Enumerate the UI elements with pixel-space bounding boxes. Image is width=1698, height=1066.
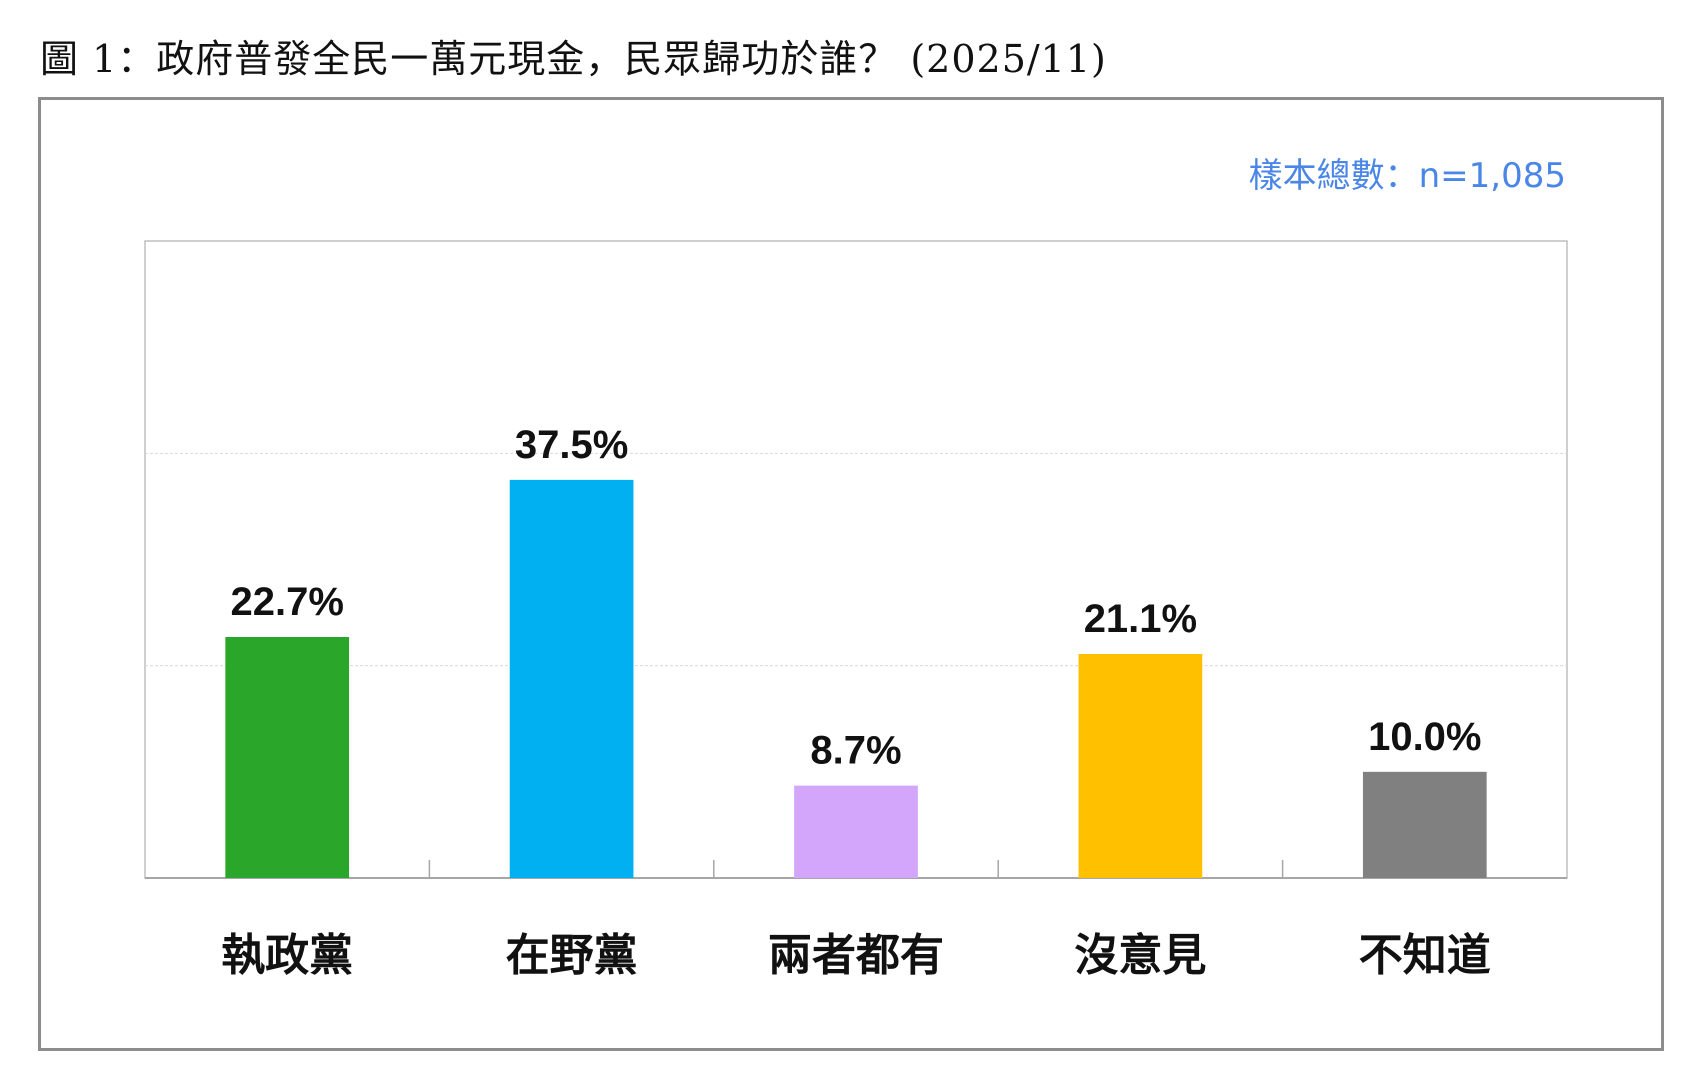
bar — [1078, 653, 1203, 878]
bar — [794, 785, 918, 878]
category-label: 在野黨 — [506, 930, 638, 981]
data-label: 21.1% — [1084, 597, 1197, 641]
bar-chart: 22.7% 執政黨 37.5% 在野黨 8.7% 兩者都有 21.1% 沒意見 10.0% 不知道 — [144, 240, 1568, 981]
category-label: 沒意見 — [1074, 930, 1206, 981]
data-label: 37.5% — [515, 423, 628, 467]
data-label: 8.7% — [810, 729, 901, 773]
data-label: 10.0% — [1368, 715, 1481, 759]
category-label: 兩者都有 — [768, 930, 944, 981]
sample-size-note: 樣本總數：n=1,085 — [1248, 156, 1566, 196]
bar — [1362, 771, 1487, 878]
bar — [225, 637, 350, 878]
chart-frame: 樣本總數：n=1,085 22.7% 執政黨 37.5% 在野黨 8.7% 兩者都有 21.… — [38, 97, 1664, 1051]
plot-area — [144, 240, 1568, 879]
data-label: 22.7% — [230, 580, 343, 624]
chart-title: 圖 1：政府普發全民一萬元現金，民眾歸功於誰？ (2025/11) — [40, 37, 1107, 81]
category-label: 執政黨 — [221, 930, 353, 981]
bar — [509, 479, 634, 878]
category-label: 不知道 — [1359, 930, 1491, 981]
